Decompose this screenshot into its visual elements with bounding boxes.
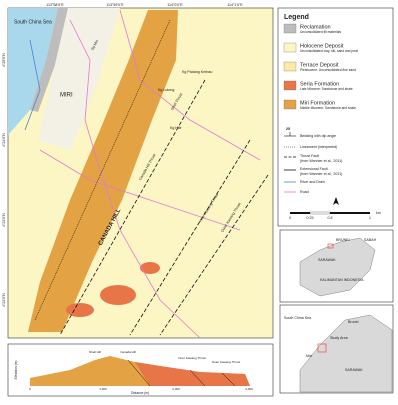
study-box bbox=[317, 343, 327, 353]
legend-title: Legend bbox=[284, 14, 309, 21]
lat-label: 4°25'0"N bbox=[2, 53, 6, 67]
legend-label: River and Drain bbox=[300, 180, 325, 184]
lon-label: 114°0'0"E bbox=[167, 3, 183, 7]
unit-desc: Unconsolidated clay, silt, sand and peat bbox=[300, 49, 358, 53]
unit-desc: Late Miocene: Sandstone and shale bbox=[300, 87, 353, 91]
lineament bbox=[34, 19, 171, 321]
legend-label: Thrust Fault bbox=[300, 154, 319, 158]
scale-unit: km bbox=[376, 211, 381, 215]
lon-label: 113°59'0"E bbox=[106, 3, 124, 7]
urban-area bbox=[38, 8, 120, 150]
study-box bbox=[327, 243, 334, 249]
inset-label: SABAH bbox=[364, 238, 377, 242]
unit-name: Miri Formation bbox=[300, 100, 335, 106]
inset-sea: South China Sea bbox=[284, 316, 311, 320]
x-tick-label: 3,000 bbox=[245, 387, 253, 391]
section-fault bbox=[221, 372, 236, 387]
land bbox=[299, 314, 393, 393]
city-label: MIRI bbox=[60, 93, 73, 99]
inset-label: KALIMANTAN INDONESIA bbox=[320, 278, 364, 282]
x-tick-label: 1,000 bbox=[99, 387, 107, 391]
road bbox=[119, 9, 261, 161]
unit-name: Terrace Deposit bbox=[300, 62, 339, 68]
legend-label: Extensional Fault bbox=[300, 167, 328, 171]
unit-name: Seria Formation bbox=[300, 81, 339, 87]
scale-label: 0 bbox=[289, 216, 291, 220]
unit-desc: Unconsolidated fill materials bbox=[300, 30, 341, 34]
sea-label: South China Sea bbox=[14, 19, 52, 25]
scale-bar bbox=[290, 212, 310, 214]
lat-label: 4°24'0"N bbox=[2, 133, 6, 147]
inset-label: SARAWAK bbox=[318, 258, 336, 262]
legend-note: (from Wannier et al., 2011) bbox=[300, 172, 342, 176]
river bbox=[24, 39, 41, 131]
section-label: Canada Hill bbox=[120, 350, 136, 354]
lat-label: 4°23'0"N bbox=[2, 213, 6, 227]
lon-label: 114°1'0"E bbox=[227, 3, 243, 7]
place-label: Kg Hilir bbox=[170, 126, 182, 130]
unit-swatch bbox=[283, 23, 297, 34]
thrust-fault bbox=[129, 139, 251, 336]
thrust-fault bbox=[59, 79, 206, 336]
inset-label: BRUNEI bbox=[336, 238, 350, 242]
lon-label: 113°58'0"E bbox=[46, 3, 64, 7]
inset-label: SARAWAK bbox=[345, 368, 363, 372]
river-label: Sg Miri bbox=[90, 39, 99, 51]
unit-name: Reclamation bbox=[300, 24, 331, 30]
legend-label: Bedding with dip angle bbox=[300, 134, 336, 138]
inset-label: Brunei bbox=[348, 320, 359, 324]
section-fault bbox=[189, 369, 206, 387]
unit-swatch bbox=[283, 61, 297, 72]
sea bbox=[8, 8, 58, 135]
legend-label: Lineament (interpreted) bbox=[300, 145, 337, 149]
thrust-fault bbox=[159, 174, 269, 336]
scale-label: 0.5 bbox=[328, 216, 333, 220]
scale-bar bbox=[330, 212, 370, 214]
unit-desc: Pleistocene: Unconsolidated fine sand bbox=[300, 68, 356, 72]
inset-label: Miri bbox=[306, 354, 312, 358]
scale-bar bbox=[309, 211, 331, 215]
place-label: Kg Lutong bbox=[158, 88, 174, 92]
section-label: Shell Hill bbox=[89, 350, 101, 354]
seria-section bbox=[135, 362, 250, 386]
unit-swatch bbox=[283, 42, 297, 53]
borneo bbox=[299, 237, 376, 297]
unit-swatch bbox=[283, 99, 297, 110]
miri-formation bbox=[28, 10, 178, 332]
inset-study: South China Sea Study Area Brunei Miri S… bbox=[279, 304, 394, 394]
unit-desc: Middle Miocene: Sandstone and shale bbox=[300, 106, 356, 110]
scale-label: 0.25 bbox=[307, 216, 314, 220]
legend-label: Road bbox=[300, 190, 309, 194]
main-map: South China Sea MIRI CANADA HILL Sg Miri… bbox=[2, 3, 274, 339]
x-tick-label: 0 bbox=[29, 387, 31, 391]
section-label: Inner Kawang Thrust bbox=[178, 356, 206, 360]
y-axis-label: Elevation (m) bbox=[14, 361, 18, 380]
seria-formation bbox=[140, 262, 160, 274]
lat-label: 4°22'0"N bbox=[2, 293, 6, 307]
x-tick-label: 2,000 bbox=[172, 387, 180, 391]
cross-section: Elevation (m) Distance (m) 0 1,000 2,000… bbox=[7, 343, 274, 397]
bedding-dip: 25 bbox=[286, 127, 290, 131]
road bbox=[69, 19, 201, 339]
legend-frame bbox=[277, 7, 394, 227]
legend-note: (from Wannier et al., 2011) bbox=[300, 159, 342, 163]
road bbox=[39, 149, 241, 231]
place-label: Kg Padang Kerbau bbox=[182, 70, 212, 74]
north-arrow bbox=[333, 197, 339, 205]
unit-name: Holocene Deposit bbox=[300, 43, 344, 49]
section-fault bbox=[127, 359, 151, 387]
section-label: Outer Kawang Thrust bbox=[212, 360, 241, 364]
x-axis-label: Distance (m) bbox=[131, 391, 149, 395]
inset-borneo: BRUNEI SABAH SARAWAK KALIMANTAN INDONESI… bbox=[279, 229, 394, 303]
unit-swatch bbox=[283, 80, 297, 91]
seria-formation bbox=[100, 285, 136, 305]
scale-label: 1 bbox=[369, 216, 371, 220]
inset-label: Study Area bbox=[330, 336, 348, 340]
seria-formation bbox=[66, 303, 94, 317]
